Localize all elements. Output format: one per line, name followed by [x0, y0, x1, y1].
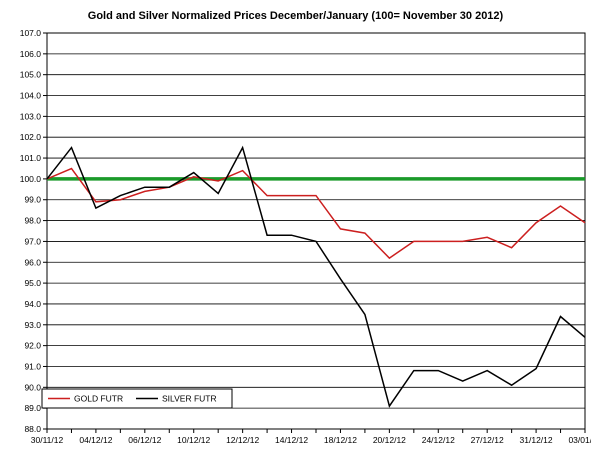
plot-area: [46, 32, 586, 430]
x-tick-label: 18/12/12: [324, 435, 357, 445]
y-tick-label: 94.0: [24, 299, 41, 309]
y-tick-label: 93.0: [24, 320, 41, 330]
y-tick-label: 95.0: [24, 278, 41, 288]
y-tick-label: 88.0: [24, 424, 41, 434]
x-tick-label: 20/12/12: [373, 435, 406, 445]
y-tick-label: 102.0: [20, 132, 42, 142]
x-tick-label: 24/12/12: [422, 435, 455, 445]
y-tick-label: 89.0: [24, 403, 41, 413]
x-tick-label: 06/12/12: [128, 435, 161, 445]
y-tick-label: 90.0: [24, 382, 41, 392]
series-line-gold-futr: [46, 167, 586, 260]
y-tick-label: 96.0: [24, 257, 41, 267]
y-tick-label: 97.0: [24, 236, 41, 246]
x-tick-label: 03/01/13: [568, 435, 591, 445]
x-tick-label: 04/12/12: [79, 435, 112, 445]
y-tick-label: 92.0: [24, 341, 41, 351]
x-tick-label: 30/11/12: [31, 435, 64, 445]
x-tick-label: 12/12/12: [226, 435, 259, 445]
legend-label: SILVER FUTR: [162, 394, 217, 404]
y-tick-label: 99.0: [24, 195, 41, 205]
y-tick-label: 103.0: [20, 111, 42, 121]
y-tick-label: 107.0: [20, 28, 42, 38]
x-tick-label: 10/12/12: [177, 435, 210, 445]
x-tick-label: 14/12/12: [275, 435, 308, 445]
series-line-silver-futr: [46, 145, 586, 408]
y-tick-label: 91.0: [24, 361, 41, 371]
y-tick-label: 98.0: [24, 216, 41, 226]
y-tick-label: 104.0: [20, 91, 42, 101]
legend-label: GOLD FUTR: [74, 394, 123, 404]
x-tick-label: 31/12/12: [520, 435, 553, 445]
x-tick-label: 27/12/12: [471, 435, 504, 445]
y-tick-label: 106.0: [20, 49, 42, 59]
y-tick-label: 105.0: [20, 70, 42, 80]
y-tick-label: 100.0: [20, 174, 42, 184]
y-tick-label: 101.0: [20, 153, 42, 163]
chart-title: Gold and Silver Normalized Prices Decemb…: [87, 10, 504, 22]
